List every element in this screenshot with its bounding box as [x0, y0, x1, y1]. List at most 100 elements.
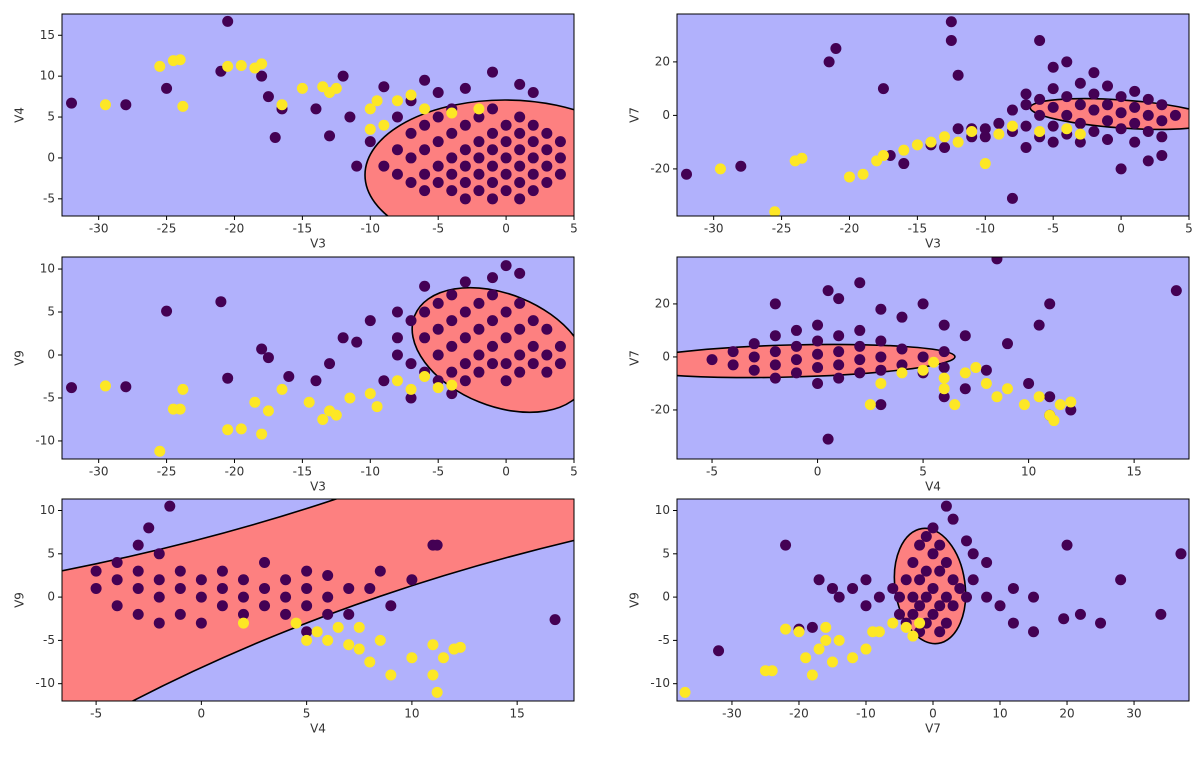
- scatter-point: [769, 346, 781, 358]
- scatter-point: [310, 103, 322, 115]
- scatter-point: [500, 168, 512, 180]
- scatter-point: [132, 539, 144, 551]
- x-tick-label: -20: [789, 707, 809, 721]
- x-tick-label: 15: [510, 707, 525, 721]
- y-tick-label: -5: [658, 633, 670, 647]
- scatter-point: [1007, 582, 1019, 594]
- scatter-point: [877, 83, 889, 95]
- scatter-point: [500, 136, 512, 148]
- scatter-point: [1028, 626, 1040, 638]
- scatter-point: [769, 206, 781, 216]
- y-tick-label: 10: [40, 69, 55, 83]
- scatter-point: [541, 160, 553, 172]
- scatter-point: [1088, 125, 1100, 137]
- scatter-point: [487, 176, 499, 188]
- scatter-point: [1156, 99, 1168, 111]
- scatter-point: [1102, 133, 1114, 145]
- y-tick-label: -20: [650, 402, 670, 416]
- scatter-point: [432, 382, 444, 394]
- scatter-point: [337, 70, 349, 82]
- scatter-point: [301, 582, 313, 594]
- scatter-point: [391, 168, 403, 180]
- scatter-point: [256, 343, 268, 355]
- scatter-point: [938, 383, 950, 395]
- scatter-point: [947, 513, 959, 525]
- x-tick-label: -25: [157, 222, 177, 236]
- scatter-point: [487, 103, 499, 115]
- x-tick-label: -10: [975, 222, 995, 236]
- x-tick-label: -30: [704, 222, 724, 236]
- scatter-point: [541, 127, 553, 139]
- scatter-point: [820, 634, 832, 646]
- scatter-point: [120, 381, 132, 393]
- scatter-point: [427, 639, 439, 651]
- scatter-point: [1156, 115, 1168, 127]
- scatter-point: [914, 617, 926, 629]
- scatter-point: [1142, 93, 1154, 105]
- scatter-point: [833, 346, 845, 358]
- scatter-point: [947, 600, 959, 612]
- x-tick-label: 10: [404, 707, 419, 721]
- scatter-point: [830, 43, 842, 55]
- scatter-point: [235, 423, 247, 435]
- plot-area: [677, 14, 1189, 216]
- scatter-point: [857, 168, 869, 180]
- scatter-point: [981, 556, 993, 568]
- scatter-point: [514, 323, 526, 335]
- scatter-point: [514, 297, 526, 309]
- scatter-point: [406, 574, 418, 586]
- y-axis-label: V7: [628, 107, 642, 123]
- scatter-point: [364, 123, 376, 135]
- scatter-point: [1129, 85, 1141, 97]
- scatter-point: [927, 582, 939, 594]
- scatter-point: [907, 556, 919, 568]
- scatter-point: [419, 370, 431, 382]
- scatter-point: [487, 289, 499, 301]
- scatter-point: [514, 78, 526, 90]
- x-tick-label: -5: [432, 465, 444, 479]
- scatter-point: [459, 332, 471, 344]
- y-tick-label: 15: [40, 28, 55, 42]
- scatter-point: [344, 392, 356, 404]
- scatter-point: [896, 343, 908, 355]
- scatter-point: [427, 669, 439, 681]
- scatter-point: [1006, 120, 1018, 132]
- scatter-point: [303, 396, 315, 408]
- scatter-point: [833, 330, 845, 342]
- scatter-point: [679, 686, 691, 698]
- scatter-point: [473, 323, 485, 335]
- scatter-point: [993, 128, 1005, 140]
- scatter-point: [554, 152, 566, 164]
- y-tick-label: -5: [43, 390, 55, 404]
- scatter-point: [1115, 163, 1127, 175]
- scatter-point: [949, 399, 961, 411]
- scatter-point: [459, 358, 471, 370]
- x-tick-label: 10: [1021, 465, 1036, 479]
- scatter-point: [143, 522, 155, 534]
- scatter-point: [1018, 399, 1030, 411]
- scatter-point: [938, 391, 950, 403]
- scatter-point: [780, 539, 792, 551]
- scatter-point: [391, 349, 403, 361]
- scatter-point: [222, 372, 234, 384]
- scatter-point: [132, 582, 144, 594]
- scatter-point: [549, 614, 561, 626]
- scatter-point: [769, 372, 781, 384]
- y-tick-label: 20: [655, 296, 670, 310]
- scatter-point: [514, 267, 526, 279]
- scatter-point: [301, 600, 313, 612]
- scatter-point: [301, 565, 313, 577]
- scatter-point: [322, 608, 334, 620]
- x-tick-label: -20: [840, 222, 860, 236]
- scatter-point: [215, 296, 227, 308]
- x-axis-label: V4: [925, 480, 941, 494]
- scatter-point: [1034, 93, 1046, 105]
- x-tick-label: -10: [360, 465, 380, 479]
- scatter-point: [1156, 150, 1168, 162]
- scatter-point: [364, 582, 376, 594]
- x-tick-label: 5: [570, 222, 578, 236]
- scatter-point: [1129, 101, 1141, 113]
- scatter-point: [432, 160, 444, 172]
- scatter-point: [1074, 136, 1086, 148]
- x-tick-label: -5: [90, 707, 102, 721]
